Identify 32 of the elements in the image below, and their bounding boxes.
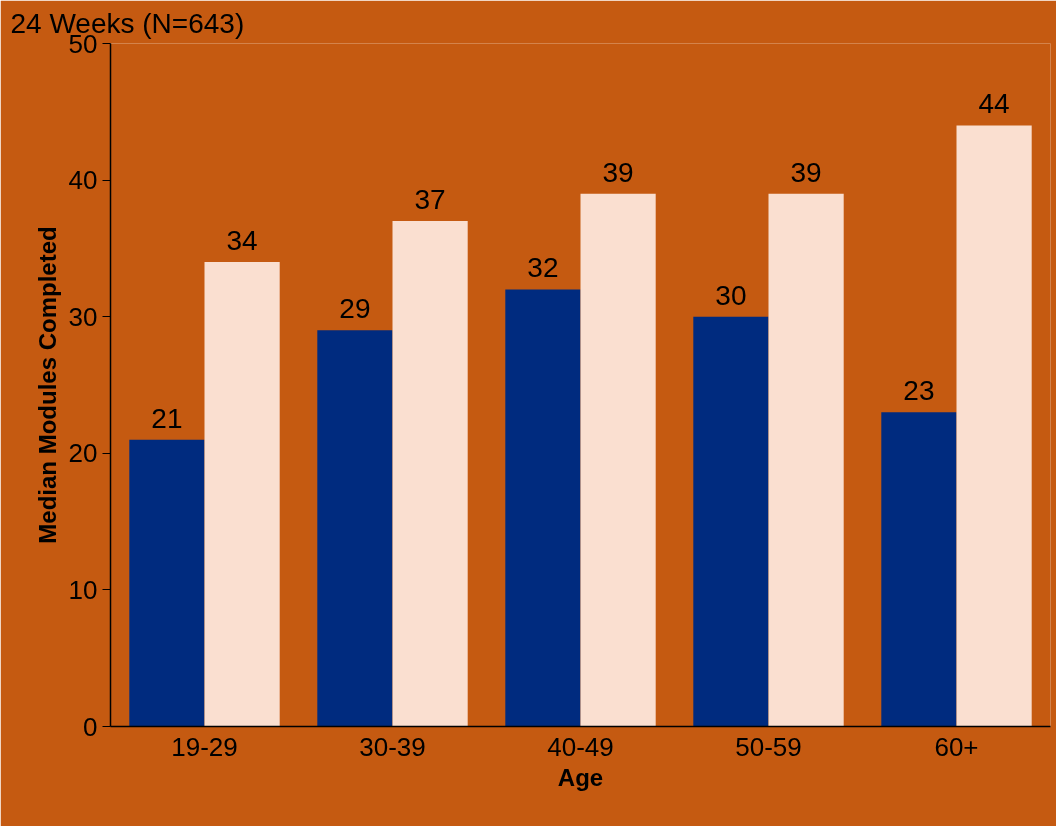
- bar: [204, 262, 280, 727]
- bar: [129, 439, 205, 727]
- data-label: 23: [903, 375, 935, 407]
- data-label: 39: [790, 156, 822, 188]
- y-tick-label: 20: [68, 438, 98, 469]
- bar: [392, 221, 468, 727]
- x-tick-label: 30-39: [359, 731, 426, 762]
- bar: [580, 193, 656, 727]
- x-tick-label: 50-59: [735, 731, 802, 762]
- data-label: 39: [602, 156, 634, 188]
- y-axis-title: Median Modules Completed: [33, 226, 61, 544]
- x-axis-title: Age: [557, 763, 604, 791]
- y-tick-label: 0: [83, 711, 98, 742]
- data-label: 21: [151, 402, 183, 434]
- bar: [693, 316, 769, 727]
- bar: [768, 193, 844, 727]
- bar: [956, 125, 1032, 727]
- data-label: 44: [978, 88, 1010, 120]
- y-tick-label: 30: [68, 301, 98, 332]
- x-tick-label: 40-49: [547, 731, 614, 762]
- data-label: 32: [527, 252, 559, 284]
- bar: [505, 289, 581, 727]
- data-label: 34: [226, 225, 258, 257]
- x-tick-label: 19-29: [171, 731, 238, 762]
- y-tick-label: 10: [68, 574, 98, 605]
- data-label: 37: [414, 184, 446, 216]
- data-label: 29: [339, 293, 371, 325]
- bar: [881, 412, 957, 727]
- x-tick-label: 60+: [934, 731, 979, 762]
- data-label: 30: [715, 279, 747, 311]
- y-tick-label: 40: [68, 165, 98, 196]
- bar: [317, 330, 393, 727]
